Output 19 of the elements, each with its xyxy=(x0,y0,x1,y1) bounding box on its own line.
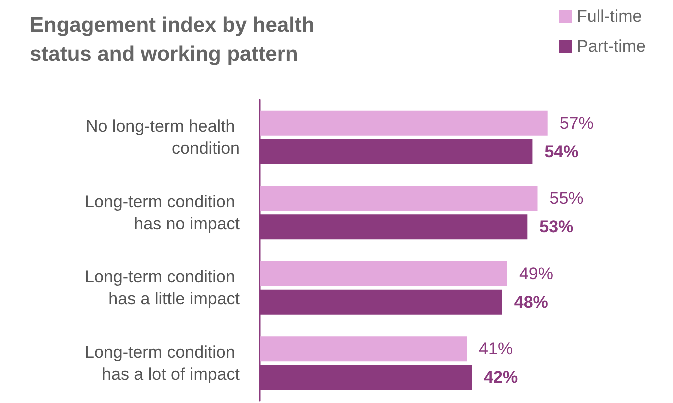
data-label: 57% xyxy=(560,114,594,133)
y-tick-label: Long-term condition has no impact xyxy=(85,192,240,234)
data-label: 53% xyxy=(540,218,574,237)
data-label: 42% xyxy=(484,368,518,388)
y-tick-label: Long-term condition has a lot of impact xyxy=(85,342,240,384)
data-label: 55% xyxy=(550,189,584,208)
data-label: 49% xyxy=(519,264,554,284)
bar xyxy=(260,261,508,286)
bar xyxy=(260,110,548,136)
legend-label: Full-time xyxy=(577,7,642,26)
data-label: 48% xyxy=(514,292,548,312)
y-tick-label: Long-term condition has a little impact xyxy=(85,268,240,309)
data-label: 54% xyxy=(544,142,579,162)
y-tick-label: No long-term health condition xyxy=(86,117,240,158)
data-label: 41% xyxy=(479,340,514,359)
bar xyxy=(260,186,538,212)
legend-label: Part-time xyxy=(577,37,646,56)
bar xyxy=(260,336,468,362)
chart-title: Engagement index by health status and working pattern xyxy=(30,14,321,66)
